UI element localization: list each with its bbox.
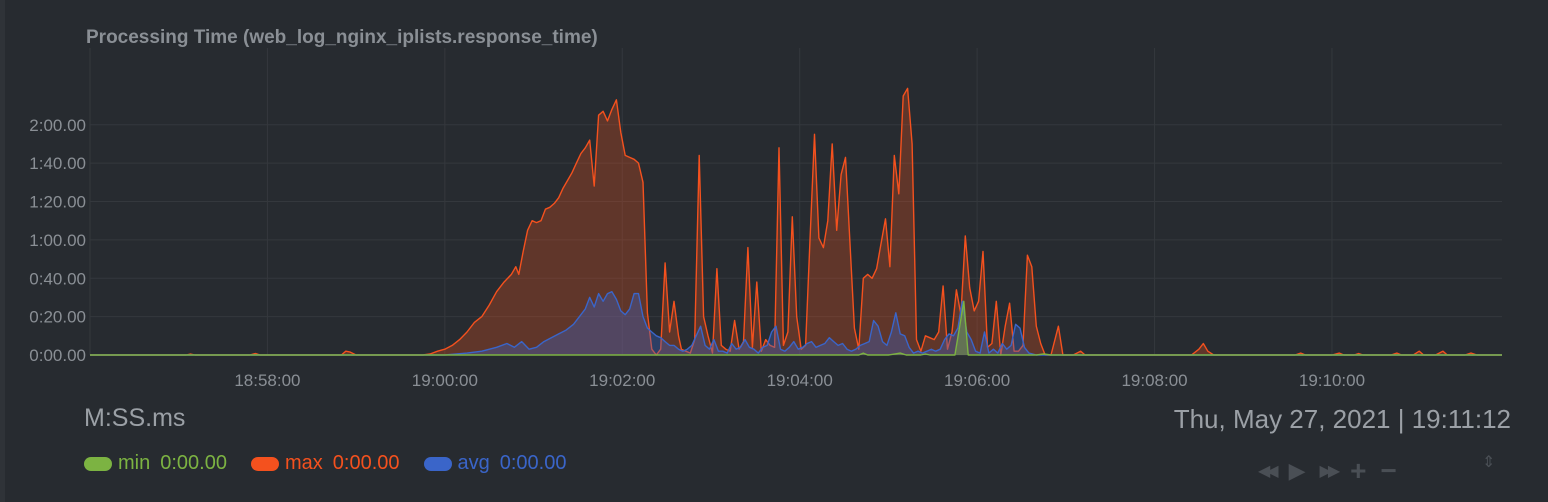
legend-swatch-max xyxy=(250,456,279,471)
y-tick-label: 0:00.00 xyxy=(29,346,86,365)
resize-handle-icon[interactable]: ⇕ xyxy=(1482,454,1496,471)
zoom-in-icon[interactable]: + xyxy=(1350,455,1367,486)
chart-plot[interactable]: 0:00.00 0:20.00 0:40.00 1:00.00 1:20.00 1:40.… xyxy=(0,0,1548,400)
line-min xyxy=(90,300,1502,356)
legend-name-avg: avg xyxy=(457,452,490,474)
chart-title: Processing Time (web_log_nginx_iplists.r… xyxy=(86,27,598,48)
panel-left-edge xyxy=(0,0,5,502)
series-group xyxy=(90,87,1502,356)
y-tick-label: 0:40.00 xyxy=(29,269,86,288)
forward-icon[interactable]: ▶▶ xyxy=(1319,463,1341,480)
x-tick-label: 19:08:00 xyxy=(1121,371,1187,390)
x-tick-label: 19:10:00 xyxy=(1299,371,1365,390)
x-tick-label: 19:00:00 xyxy=(412,371,478,390)
y-tick-label: 1:40.00 xyxy=(29,154,86,173)
legend-swatch-avg xyxy=(423,456,452,471)
legend-value-avg: 0:00.00 xyxy=(499,452,567,474)
legend-name-min: min xyxy=(118,452,151,474)
y-axis: 0:00.00 0:20.00 0:40.00 1:00.00 1:20.00 1:40.… xyxy=(29,116,86,365)
x-tick-label: 19:06:00 xyxy=(944,371,1010,390)
x-tick-label: 19:04:00 xyxy=(767,371,833,390)
legend-value-min: 0:00.00 xyxy=(160,452,227,474)
y-tick-label: 0:20.00 xyxy=(29,308,86,327)
play-icon[interactable]: ▶ xyxy=(1288,458,1306,483)
rewind-icon[interactable]: ◀◀ xyxy=(1258,463,1279,480)
legend-name-max: max xyxy=(284,452,323,474)
legend: min 0:00.00 max 0:00.00 avg 0:00.00 xyxy=(84,452,590,475)
legend-item-min[interactable]: min 0:00.00 xyxy=(84,452,227,475)
line-avg xyxy=(90,291,1502,356)
zoom-out-icon[interactable]: − xyxy=(1380,455,1397,486)
x-tick-label: 19:02:00 xyxy=(589,371,655,390)
legend-item-avg[interactable]: avg 0:00.00 xyxy=(423,452,567,475)
units-label: M:SS.ms xyxy=(84,404,186,432)
legend-item-max[interactable]: max 0:00.00 xyxy=(250,452,400,475)
y-tick-label: 1:20.00 xyxy=(29,193,86,212)
y-tick-label: 1:00.00 xyxy=(29,231,86,250)
legend-value-max: 0:00.00 xyxy=(332,452,400,474)
legend-swatch-min xyxy=(84,456,112,471)
chart-toolbar: ◀◀ ▶ ▶▶ + − xyxy=(1258,455,1411,487)
datetime-readout: Thu, May 27, 2021 | 19:11:12 xyxy=(1173,404,1511,434)
x-tick-label: 18:58:00 xyxy=(234,371,300,390)
y-tick-label: 2:00.00 xyxy=(29,116,86,135)
line-max xyxy=(90,87,1502,356)
x-axis: 18:58:00 19:00:00 19:02:00 19:04:00 19:06:00… xyxy=(234,371,1365,390)
